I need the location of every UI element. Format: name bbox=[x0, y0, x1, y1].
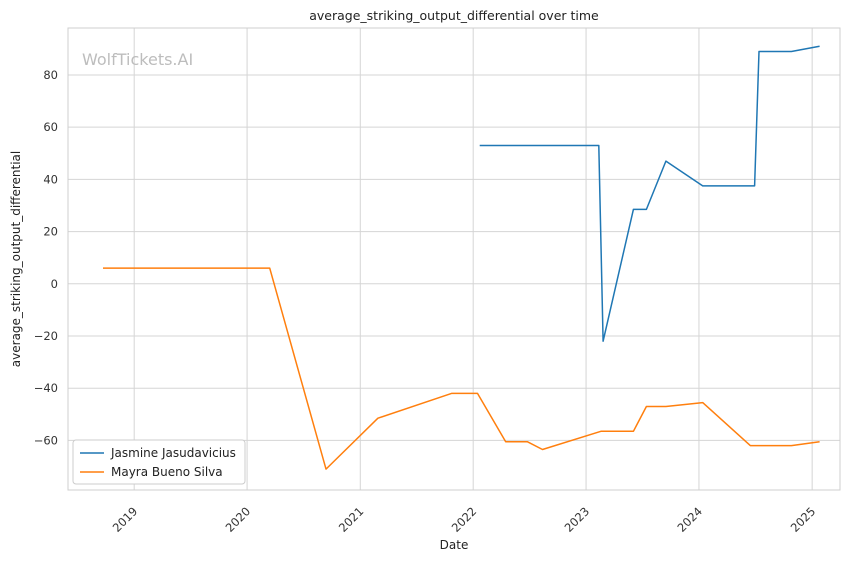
x-axis-label: Date bbox=[440, 538, 469, 552]
y-tick-label: 20 bbox=[43, 225, 58, 239]
y-tick-label: 0 bbox=[51, 277, 58, 291]
series-line-1 bbox=[103, 267, 820, 470]
x-tick-label: 2022 bbox=[449, 504, 480, 535]
y-tick-labels: −60 −40 −20 0 20 40 60 80 bbox=[34, 68, 58, 447]
legend: Jasmine Jasudavicius Mayra Bueno Silva bbox=[72, 439, 246, 485]
x-tick-label: 2020 bbox=[223, 504, 254, 535]
y-tick-label: −40 bbox=[34, 381, 58, 395]
x-tick-label: 2025 bbox=[788, 504, 819, 535]
legend-label-mayra: Mayra Bueno Silva bbox=[111, 465, 223, 479]
y-tick-label: −20 bbox=[34, 329, 58, 343]
x-tick-label: 2021 bbox=[336, 504, 367, 535]
chart-title: average_striking_output_differential ove… bbox=[309, 8, 599, 23]
plot-frame bbox=[67, 27, 841, 491]
y-tick-label: 60 bbox=[43, 120, 58, 134]
series-line-0 bbox=[479, 45, 820, 342]
legend-label-jasmine: Jasmine Jasudavicius bbox=[110, 446, 236, 460]
x-tick-label: 2023 bbox=[562, 504, 593, 535]
y-tick-label: −60 bbox=[34, 433, 58, 447]
watermark-text: WolfTickets.AI bbox=[82, 50, 193, 69]
x-tick-label: 2024 bbox=[674, 504, 705, 535]
y-tick-label: 80 bbox=[43, 68, 58, 82]
x-tick-labels: 2019 2020 2021 2022 2023 2024 2025 bbox=[110, 504, 819, 535]
y-axis-label: average_striking_output_differential bbox=[9, 151, 23, 367]
y-tick-label: 40 bbox=[43, 172, 58, 186]
legend-box bbox=[72, 439, 246, 485]
x-tick-label: 2019 bbox=[110, 504, 141, 535]
grid-lines bbox=[68, 28, 840, 490]
series-lines bbox=[103, 45, 820, 470]
